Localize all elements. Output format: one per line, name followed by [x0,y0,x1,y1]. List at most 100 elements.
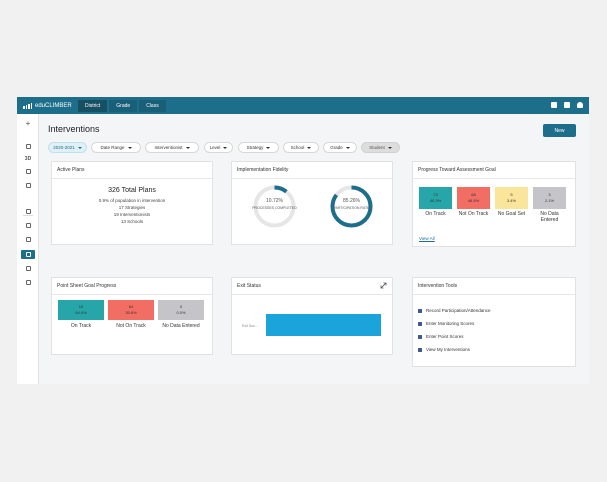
filter-grade[interactable]: Grade [323,142,357,153]
not-on-track-label: Not On Track [116,323,146,329]
apps-icon[interactable] [551,102,557,108]
view-all-link[interactable]: View All [419,236,435,241]
not-on-track-tile[interactable]: 68 46.5% [457,187,490,209]
brand-name: eduCLIMBER [35,102,72,109]
chevron-down-icon [307,146,312,149]
point-sheet-card: Point Sheet Goal Progress 15 64.4% 64 35.6… [51,277,213,355]
card-title: Point Sheet Goal Progress [57,283,117,289]
no-goal-set-tile[interactable]: 5 3.4% [495,187,528,209]
ring-text: 10.72% PROCESSES COMPLETED [252,198,297,210]
on-track-tile[interactable]: 73 40.3% [419,187,452,209]
sidebar: + 3D [17,114,39,384]
edit-icon [418,334,422,339]
dashboard-icon[interactable] [21,142,35,151]
participation-percent: 85.26% [343,198,360,204]
flag-glyph [25,183,31,188]
tag-glyph [25,237,31,242]
strategies-stat: 17 Strategies [118,205,146,210]
card-divider [413,294,575,295]
filter-strategy[interactable]: Strategy [238,142,279,153]
ring-chart [253,185,296,228]
processed-label: PROCESSES COMPLETED [252,206,297,210]
3d-icon[interactable]: 3D [24,155,32,162]
list-icon [418,347,422,352]
clipboard-icon[interactable] [21,221,35,230]
tag-icon[interactable] [21,235,35,244]
expand-icon[interactable] [380,282,387,289]
no-data-entered-percent: 0.0% [176,310,186,315]
on-track-label: On Track [425,211,446,217]
filter-student[interactable]: Student [361,142,400,153]
filter-school-label: School [290,145,305,150]
on-track-count: 73 [433,192,438,197]
not-on-track-percent: 35.6% [125,310,137,315]
filter-date-range[interactable]: Date Range [91,142,141,153]
chevron-down-icon [223,146,228,149]
screen-glyph [25,169,31,174]
tab-district[interactable]: District [78,99,108,112]
interventionists-stat: 19 Interventionists [113,212,151,217]
list-icon[interactable] [21,278,35,287]
active-plans-card: Active Plans 326 Total Plans 0.9% of pop… [51,161,213,245]
bell-icon[interactable] [577,102,583,108]
filter-interventionist[interactable]: Interventionist [145,142,199,153]
dashboard-glyph [25,144,31,149]
filter-interventionist-label: Interventionist [154,145,183,150]
no-data-entered-label: No Data Entered [540,211,559,223]
no-data-entered-tile[interactable]: 3 2.1% [533,187,566,209]
intervention-tools-card: Intervention Tools Record Participation/… [412,277,576,367]
not-on-track-tile[interactable]: 64 35.6% [108,300,154,320]
tab-grade[interactable]: Grade [109,99,138,112]
interventions-icon[interactable] [21,250,35,259]
chevron-down-icon [266,146,271,149]
filter-school-year-label: 2020-2021 [53,145,75,150]
plus-icon[interactable]: + [25,119,31,128]
no-data-entered-label: No Data Entered [162,323,200,329]
not-on-track-label: Not On Track [458,211,489,217]
card-title: Active Plans [57,167,85,173]
filter-level[interactable]: Level [204,142,233,153]
no-data-entered-tile[interactable]: 0 0.0% [158,300,204,320]
view-my-interventions-link[interactable]: View My Interventions [418,346,470,353]
no-data-entered-count: 0 [179,304,183,309]
page-title: Interventions [48,124,100,134]
tab-class[interactable]: Class [139,99,166,112]
send-glyph [25,266,31,271]
new-button[interactable]: New [543,124,576,137]
ring-fill [330,185,373,228]
send-icon[interactable] [21,264,35,273]
enter-monitoring-scores-link[interactable]: Enter Monitoring Scores [418,320,474,327]
calendar-icon[interactable] [21,207,35,216]
ring-text: 85.26% PARTICIPATION RATE [329,198,374,210]
list-glyph [25,280,31,285]
brand-logo[interactable]: eduCLIMBER [23,102,78,109]
card-divider [232,178,392,179]
chevron-down-icon [387,146,392,149]
screen-icon[interactable] [21,167,35,176]
no-goal-set-label: No Goal Set [497,211,526,217]
enter-point-scores-link[interactable]: Enter Point Scores [418,333,464,340]
tool-label: Enter Monitoring Scores [426,321,475,326]
ring-fill [253,185,296,228]
filter-school-year[interactable]: 2020-2021 [48,142,87,153]
filter-school[interactable]: School [283,142,319,153]
calendar-icon [418,308,422,313]
flag-icon[interactable] [21,181,35,190]
card-title: Progress Toward Assessment Goal [418,167,496,173]
on-track-percent: 64.4% [75,310,87,315]
on-track-label: On Track [70,323,92,329]
ring-chart [330,185,373,228]
record-participation-link[interactable]: Record Participation/Attendance [418,307,491,314]
implementation-fidelity-card: Implementation Fidelity 10.72% PROCESSES… [231,161,393,245]
schools-stat: 13 Schools [120,219,144,224]
not-on-track-count: 68 [471,192,476,197]
expand-arrow [380,282,387,289]
edit-icon [418,321,422,326]
mail-icon[interactable] [564,102,570,108]
filter-strategy-label: Strategy [246,145,264,150]
no-goal-set-count: 5 [510,192,513,197]
tool-label: Record Participation/Attendance [426,308,491,313]
participation-rate-ring: 85.26% PARTICIPATION RATE [329,184,374,229]
on-track-tile[interactable]: 15 64.4% [58,300,104,320]
card-divider [413,178,575,179]
